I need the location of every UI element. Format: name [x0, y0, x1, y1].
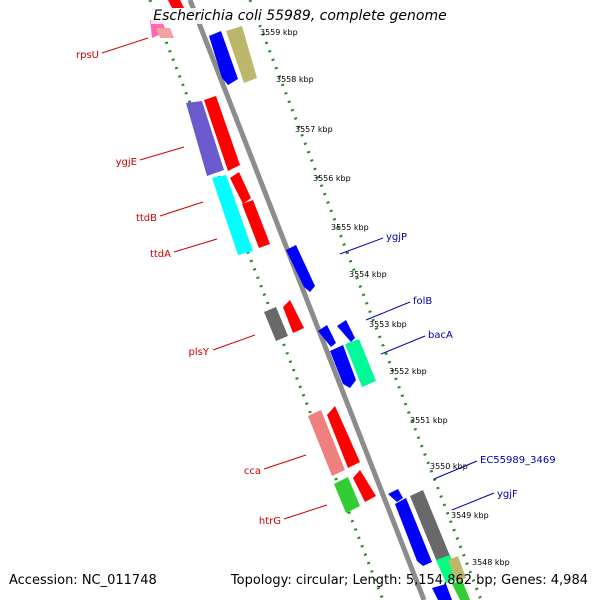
gene-block [186, 101, 224, 176]
gene-label-EC55989_3469: EC55989_3469 [480, 455, 556, 466]
gene-label-ygjP: ygjP [386, 232, 407, 243]
gene-block [212, 175, 253, 255]
tick-3554: 3554 kbp [349, 270, 387, 279]
tick-3559: 3559 kbp [260, 28, 298, 37]
leader-line-rpsU [101, 37, 149, 54]
gene-label-plsY: plsY [189, 347, 210, 358]
gene-block [204, 96, 240, 171]
tick-3555: 3555 kbp [331, 223, 369, 232]
gene-block [226, 26, 257, 83]
gene-block [410, 490, 450, 562]
gene-block [264, 307, 288, 341]
leader-line-ygjP [339, 237, 384, 255]
tick-3553: 3553 kbp [369, 320, 407, 329]
tick-3557: 3557 kbp [295, 125, 333, 134]
gene-block [334, 477, 360, 513]
tick-3556: 3556 kbp [313, 174, 351, 183]
map-title: Escherichia coli 55989, complete genome [0, 8, 600, 24]
leader-line-bacA [380, 335, 426, 355]
accession-text: Accession: NC_011748 [9, 573, 157, 588]
gene-block [286, 245, 315, 292]
gene-label-ttdA: ttdA [150, 249, 171, 260]
gene-label-folB: folB [413, 296, 432, 307]
leader-line-EC55989_3469 [433, 460, 478, 480]
gene-block [242, 200, 270, 248]
genome-backbone [187, 0, 427, 600]
gene-label-cca: cca [244, 466, 261, 477]
tick-3549: 3549 kbp [451, 511, 489, 520]
leader-line-plsY [212, 334, 256, 351]
leader-line-cca [263, 454, 307, 470]
gene-block [308, 410, 345, 476]
gene-block [330, 345, 356, 388]
tick-3548: 3548 kbp [472, 558, 510, 567]
gene-block [448, 556, 466, 582]
leader-line-ygjE [139, 146, 185, 161]
map-title-text: Escherichia coli 55989, complete genome [151, 8, 449, 24]
gene-label-rpsU: rpsU [76, 50, 99, 61]
gene-block [353, 470, 376, 502]
leader-line-htrG [283, 504, 328, 520]
gene-block [452, 580, 470, 600]
gene-block [156, 28, 174, 38]
leader-line-folB [365, 301, 411, 321]
gene-block [318, 325, 336, 347]
gene-block [209, 31, 238, 85]
tick-3552: 3552 kbp [389, 367, 427, 376]
gene-label-htrG: htrG [259, 516, 281, 527]
gene-block [337, 320, 355, 342]
gene-block [230, 172, 251, 204]
gene-block [432, 584, 452, 600]
gene-block [388, 489, 403, 502]
leader-line-ttdA [173, 238, 218, 253]
gene-label-ygjF: ygjF [497, 489, 518, 500]
leader-line-ttdB [159, 201, 204, 217]
right-tick-guide [248, 0, 483, 600]
gene-block [436, 555, 459, 583]
tick-3558: 3558 kbp [276, 75, 314, 84]
gene-label-ygjE: ygjE [116, 157, 137, 168]
gene-block [395, 498, 432, 566]
gene-block [168, 0, 184, 8]
gene-block [283, 300, 304, 333]
topology-text: Topology: circular; Length: 5,154,862 bp… [230, 573, 588, 588]
tick-3551: 3551 kbp [410, 416, 448, 425]
gene-label-bacA: bacA [428, 330, 453, 341]
gene-block [327, 406, 360, 468]
leader-line-ygjF [451, 492, 495, 511]
gene-block [345, 339, 376, 387]
gene-label-ttdB: ttdB [136, 213, 157, 224]
gene-blocks-right [209, 26, 470, 600]
tick-3550: 3550 kbp [430, 462, 468, 471]
gene-blocks-left [150, 0, 376, 513]
